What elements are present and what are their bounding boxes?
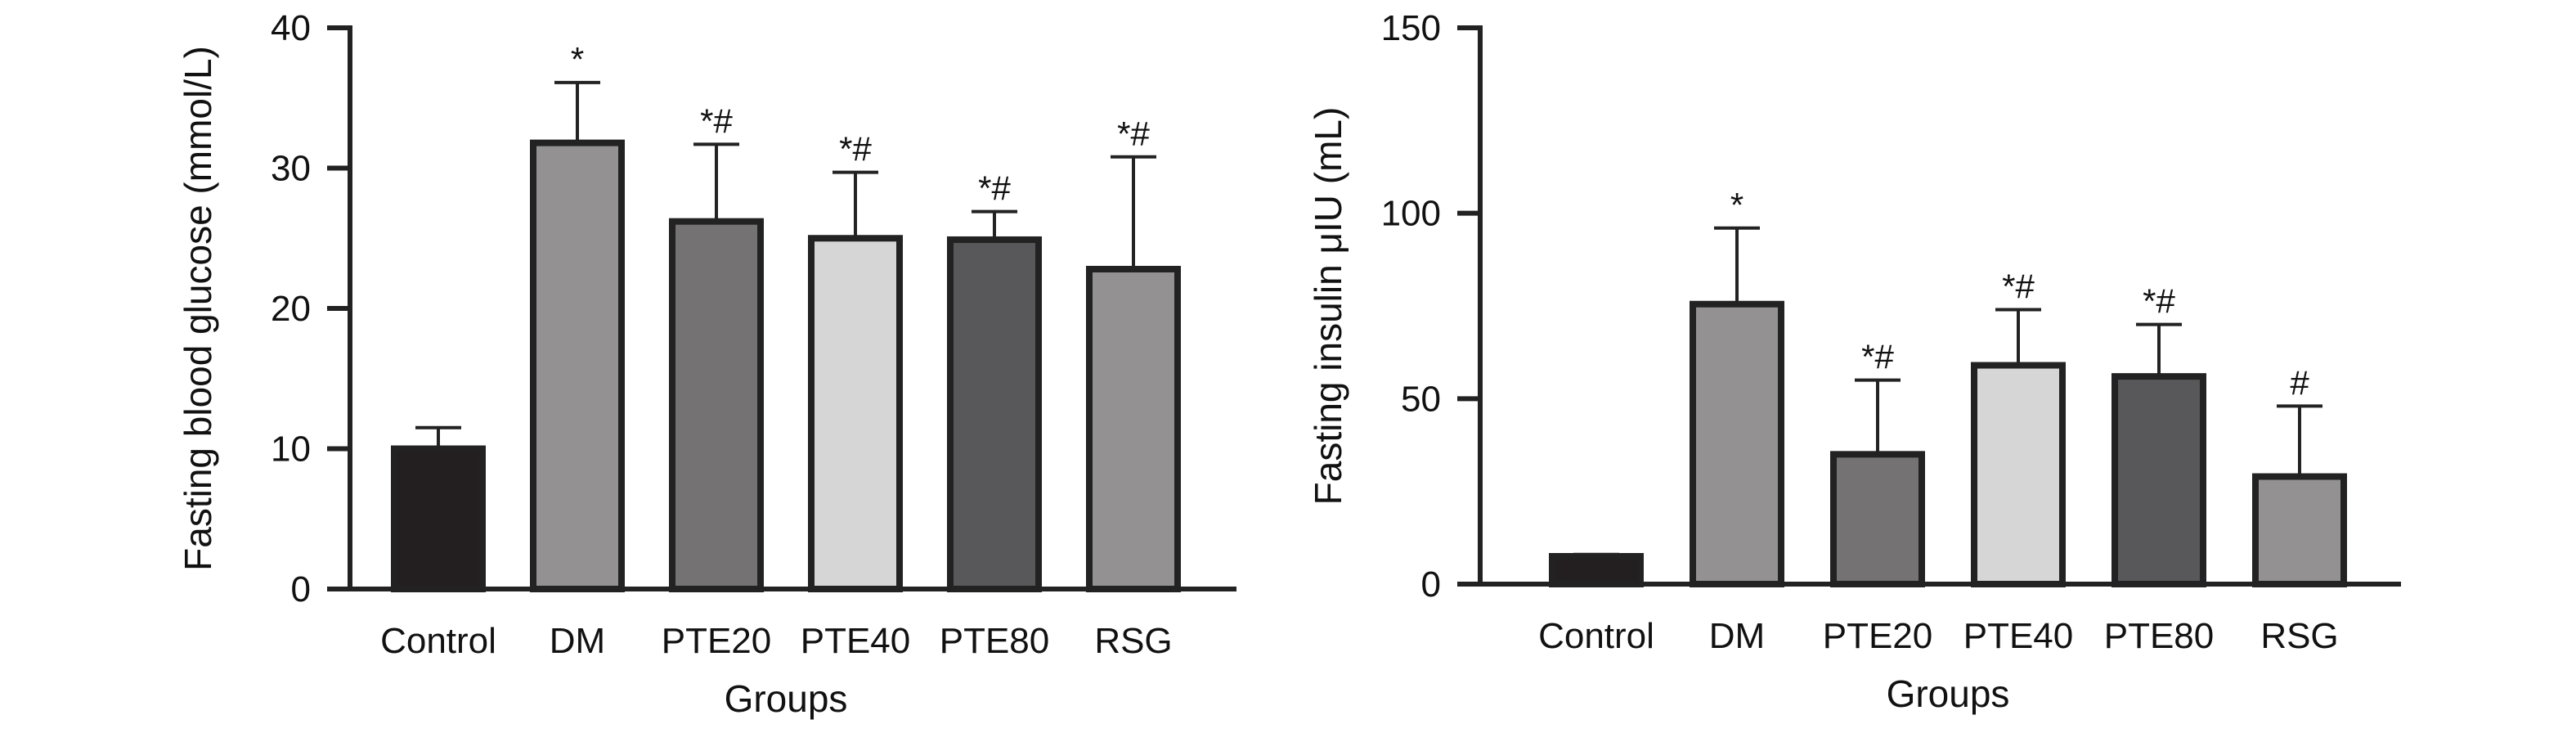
bar-control bbox=[391, 445, 486, 592]
significance-label: *# bbox=[839, 130, 872, 169]
bar-pte80 bbox=[2112, 373, 2206, 587]
x-tick-label: PTE40 bbox=[801, 621, 911, 661]
x-tick-label: PTE80 bbox=[940, 621, 1050, 661]
significance-label: *# bbox=[700, 101, 733, 140]
y-tick-label: 10 bbox=[271, 429, 311, 470]
significance-label: # bbox=[2290, 363, 2309, 402]
bar-control bbox=[1549, 553, 1644, 587]
bar-pte80 bbox=[947, 236, 1042, 592]
y-tick-label: 40 bbox=[271, 8, 311, 48]
significance-label: *# bbox=[1117, 115, 1150, 153]
bar-rsg bbox=[2252, 473, 2347, 587]
x-tick-label: DM bbox=[1709, 616, 1765, 656]
x-tick-label: PTE20 bbox=[1823, 616, 1933, 656]
y-axis-title: Fasting insulin μIU (mL) bbox=[1307, 107, 1349, 506]
significance-label: *# bbox=[978, 169, 1011, 208]
chart-panel-glucose: 0 10 20 30 40 Control * DM *# PTE20 *# PTE40 *# PTE80… bbox=[177, 8, 1236, 720]
y-tick-label: 50 bbox=[1401, 379, 1441, 419]
x-tick-label: PTE40 bbox=[1963, 616, 2074, 656]
bar-pte40 bbox=[1971, 362, 2066, 587]
significance-label: *# bbox=[1861, 338, 1894, 376]
y-tick-label: 0 bbox=[1421, 564, 1441, 605]
bar-rsg bbox=[1086, 265, 1181, 592]
bar-pte40 bbox=[808, 235, 903, 592]
bar-dm bbox=[530, 139, 625, 592]
significance-label: * bbox=[571, 40, 584, 79]
chart-panel-insulin: 0 50 100 150 Control * DM *# PTE20 *# PTE40 *# PTE80… bbox=[1307, 8, 2401, 715]
x-axis-title: Groups bbox=[1887, 672, 2010, 715]
x-tick-label: Control bbox=[380, 621, 496, 661]
x-tick-label: Control bbox=[1538, 616, 1654, 656]
significance-label: *# bbox=[2143, 282, 2175, 321]
x-tick-label: RSG bbox=[1094, 621, 1172, 661]
x-tick-label: DM bbox=[550, 621, 605, 661]
x-tick-label: PTE80 bbox=[2104, 616, 2215, 656]
y-tick-label: 30 bbox=[271, 149, 311, 189]
bar-pte20 bbox=[669, 218, 764, 592]
x-tick-label: PTE20 bbox=[662, 621, 772, 661]
significance-label: *# bbox=[2002, 268, 2035, 306]
x-tick-label: RSG bbox=[2260, 616, 2338, 656]
x-axis-title: Groups bbox=[725, 677, 848, 720]
y-tick-label: 100 bbox=[1381, 194, 1441, 234]
significance-label: * bbox=[1730, 186, 1744, 224]
bar-pte20 bbox=[1830, 451, 1925, 587]
y-axis-title: Fasting blood glucose (mmol/L) bbox=[177, 46, 219, 571]
y-tick-label: 0 bbox=[291, 569, 311, 609]
y-tick-label: 150 bbox=[1381, 8, 1441, 48]
y-tick-label: 20 bbox=[271, 289, 311, 329]
bar-dm bbox=[1690, 300, 1784, 587]
